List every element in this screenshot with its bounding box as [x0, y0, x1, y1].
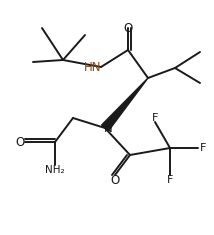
Text: O: O	[110, 173, 120, 187]
Text: F: F	[152, 113, 158, 123]
Text: O: O	[15, 136, 25, 149]
Text: F: F	[200, 143, 206, 153]
Text: O: O	[123, 21, 133, 35]
Text: N: N	[104, 121, 112, 134]
Text: HN: HN	[84, 60, 102, 74]
Polygon shape	[102, 78, 148, 131]
Text: F: F	[167, 175, 173, 185]
Text: NH₂: NH₂	[45, 165, 65, 175]
